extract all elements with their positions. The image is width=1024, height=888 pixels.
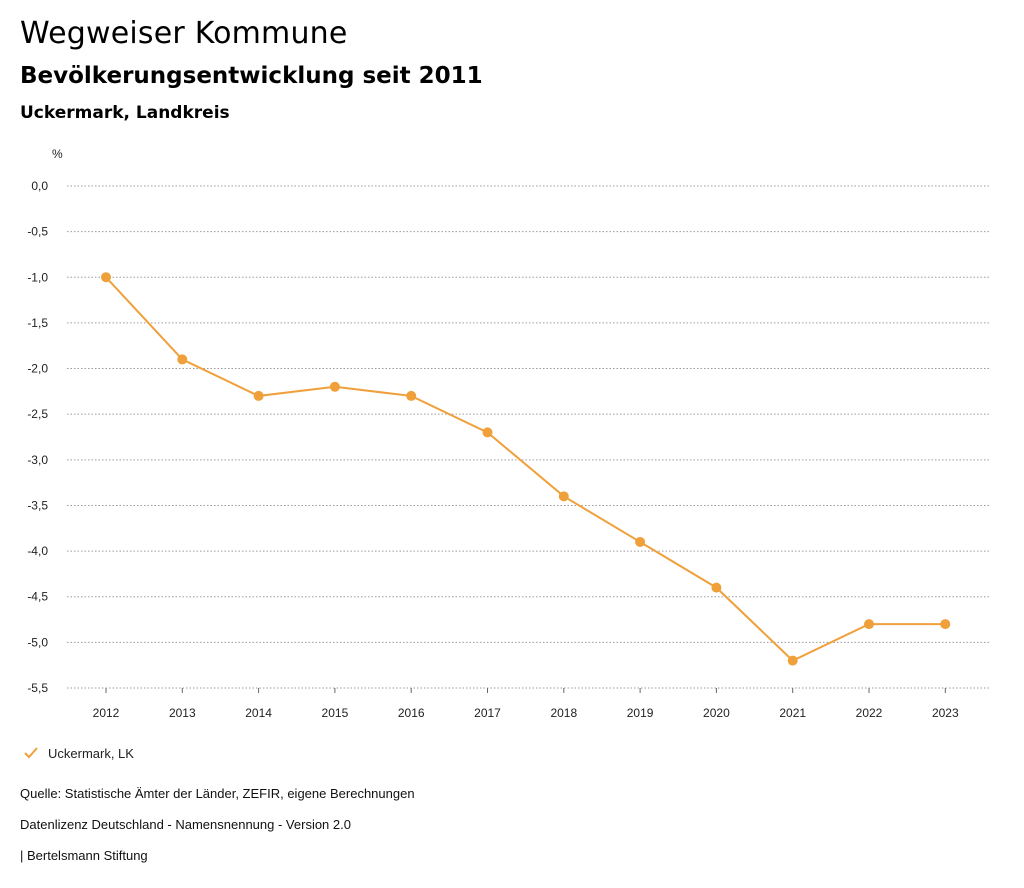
publisher-note: | Bertelsmann Stiftung (20, 848, 148, 863)
x-tick-label: 2016 (398, 706, 425, 720)
y-tick-label: 0,0 (31, 179, 48, 193)
region-label: Uckermark, Landkreis (20, 103, 230, 123)
x-tick-label: 2013 (169, 706, 196, 720)
license-note[interactable]: Datenlizenz Deutschland - Namensnennung … (20, 817, 351, 832)
source-note: Quelle: Statistische Ämter der Länder, Z… (20, 786, 415, 801)
legend-label: Uckermark, LK (48, 745, 134, 761)
chart-subtitle: Bevölkerungsentwicklung seit 2011 (20, 63, 483, 89)
x-tick-label: 2019 (627, 706, 654, 720)
line-chart: % 0,0 -0,5 -1,0 -1,5 -2,0 -2,5 -3,0 -3,5 -4,0 -4,… (27, 147, 990, 720)
series-layer (101, 272, 951, 666)
y-tick-label: -4,0 (27, 544, 48, 558)
data-point (482, 427, 493, 438)
x-tick-label: 2018 (550, 706, 577, 720)
x-tick-label: 2014 (245, 706, 272, 720)
y-tick-label: -1,5 (27, 316, 48, 330)
data-point (101, 272, 111, 283)
y-tick-label: -2,5 (27, 407, 48, 421)
x-tick-label: 2020 (703, 706, 730, 720)
data-point (787, 655, 798, 666)
y-axis-unit: % (52, 147, 63, 161)
y-tick-label: -5,5 (27, 681, 48, 695)
x-axis-ticks: 2012 2013 2014 2015 2016 2017 2018 2019 2020 2021… (93, 688, 959, 720)
y-tick-label: -1,0 (27, 270, 48, 284)
y-tick-label: -4,5 (27, 590, 48, 604)
data-point (711, 582, 722, 593)
x-tick-label: 2022 (856, 706, 883, 720)
y-tick-label: -3,0 (27, 453, 48, 467)
check-icon (24, 747, 38, 759)
x-tick-label: 2017 (474, 706, 501, 720)
x-tick-label: 2021 (779, 706, 806, 720)
x-tick-label: 2023 (932, 706, 959, 720)
data-point (635, 536, 646, 547)
y-axis-ticks: 0,0 -0,5 -1,0 -1,5 -2,0 -2,5 -3,0 -3,5 -4,0 -4,5 -… (27, 179, 48, 695)
y-tick-label: -5,0 (27, 635, 48, 649)
y-tick-label: -0,5 (27, 225, 48, 239)
data-point (253, 390, 264, 401)
legend[interactable]: Uckermark, LK (22, 744, 134, 762)
data-point (940, 619, 951, 630)
x-tick-label: 2012 (93, 706, 120, 720)
data-point (864, 619, 874, 630)
series-line (105, 276, 946, 662)
data-point (406, 390, 417, 401)
data-point (177, 354, 188, 365)
grid-lines (67, 185, 990, 689)
page-title: Wegweiser Kommune (20, 16, 348, 51)
x-tick-label: 2015 (322, 706, 349, 720)
data-point (558, 491, 569, 502)
y-tick-label: -3,5 (27, 498, 48, 512)
y-tick-label: -2,0 (27, 362, 48, 376)
data-point (329, 381, 340, 392)
